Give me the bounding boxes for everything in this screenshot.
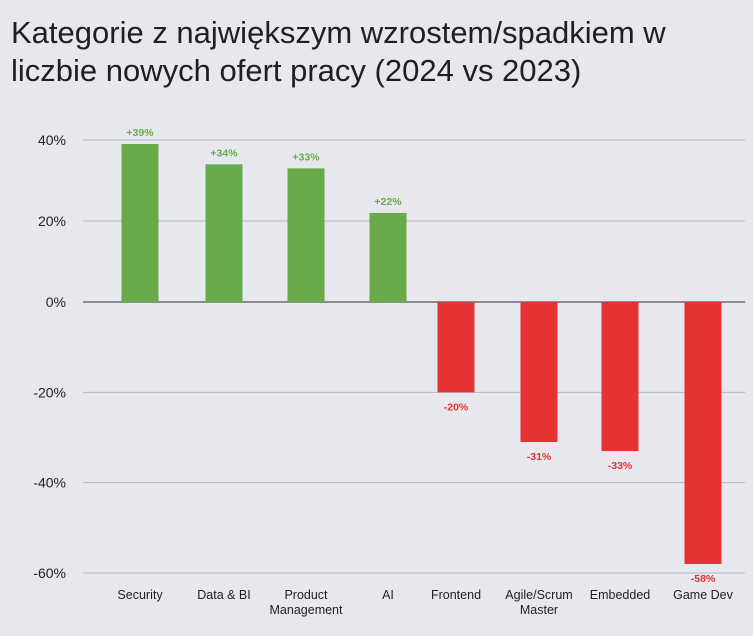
value-label: -33% (608, 460, 633, 472)
x-tick-label: Embedded (590, 588, 651, 602)
bar (684, 302, 722, 564)
y-tick-label: -20% (33, 384, 66, 400)
gridlines (83, 139, 745, 574)
value-label: -31% (527, 451, 552, 463)
bar (205, 164, 243, 302)
y-tick-label: 20% (38, 213, 66, 229)
bar (369, 212, 407, 302)
x-tick-label: AI (382, 588, 394, 602)
bar (437, 302, 475, 393)
chart-title: Kategorie z największym wzrostem/spadkie… (11, 15, 666, 88)
value-label: +34% (210, 147, 238, 159)
bar (601, 302, 639, 452)
x-tick-label: Frontend (431, 588, 481, 602)
x-tick-label: Agile/Scrum (505, 588, 572, 602)
value-label: -58% (691, 573, 716, 585)
value-label: +33% (292, 151, 320, 163)
y-tick-label: -60% (33, 565, 66, 581)
value-labels: +39% +34% +33% +22% -20% -31% -33% -58% (126, 127, 715, 585)
y-tick-label: 0% (46, 294, 66, 310)
x-tick-label: Management (270, 603, 343, 617)
bars (121, 144, 722, 564)
x-tick-label: Data & BI (197, 588, 251, 602)
x-tick-label: Security (117, 588, 163, 602)
bar (520, 302, 558, 443)
x-tick-label: Product (284, 588, 328, 602)
value-label: +22% (374, 196, 402, 208)
x-tick-label: Master (520, 603, 558, 617)
value-label: +39% (126, 127, 154, 139)
x-tick-label: Game Dev (673, 588, 733, 602)
bar (121, 144, 159, 302)
y-tick-label: -40% (33, 475, 66, 491)
value-label: -20% (444, 401, 469, 413)
bar (287, 168, 325, 302)
y-tick-label: 40% (38, 132, 66, 148)
y-axis: 40% 20% 0% -20% -40% -60% (33, 132, 66, 581)
